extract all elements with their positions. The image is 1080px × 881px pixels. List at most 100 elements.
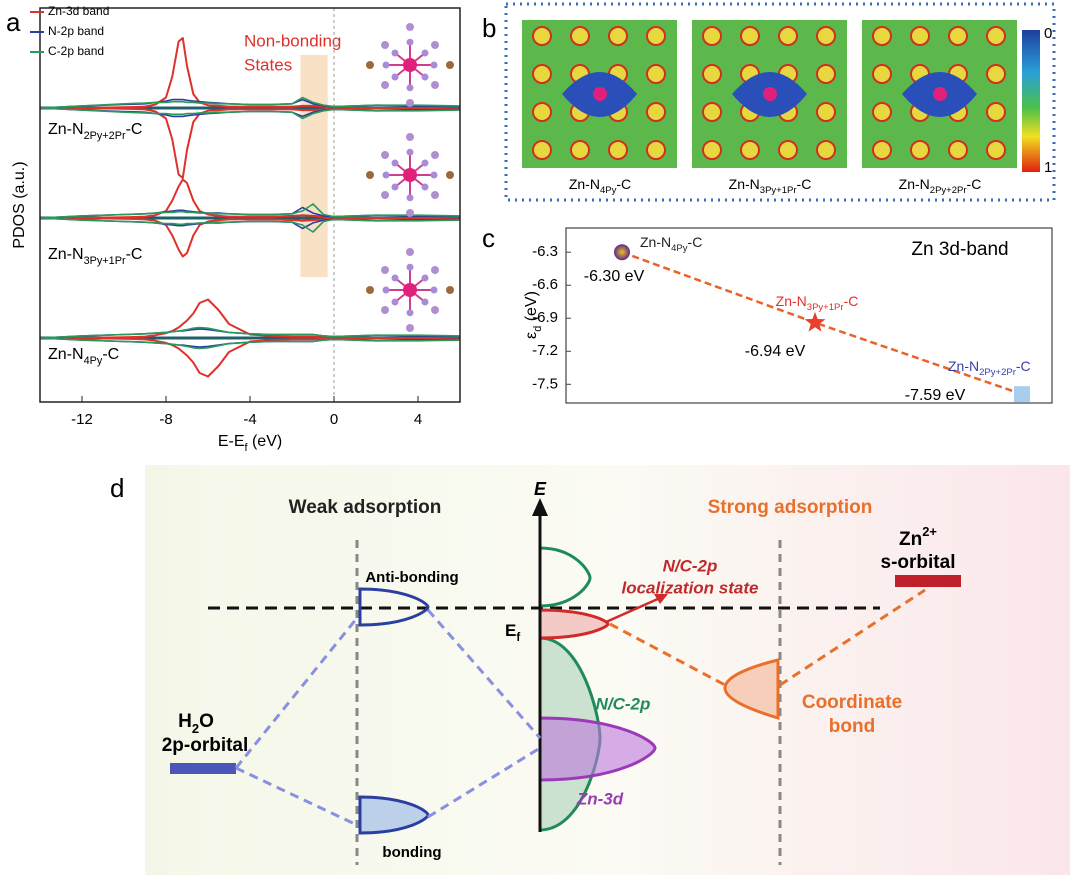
coordinate-label: Coordinate [802, 692, 902, 713]
atom [406, 324, 414, 332]
map-caption: Zn-N2Py+2Pr-C [899, 176, 982, 196]
atom [446, 171, 454, 179]
region-label: Weak adsorption [289, 497, 442, 518]
energy-label: E [534, 479, 547, 499]
pdos-curve [39, 217, 461, 233]
y-axis-label-part: d [532, 326, 544, 332]
connector [609, 622, 726, 687]
x-axis-label-part: f [244, 442, 248, 454]
elf-node [608, 140, 628, 160]
elf-node [778, 26, 798, 46]
y-tick-label: -7.2 [532, 342, 558, 359]
map-caption-part: Zn-N [569, 176, 600, 192]
y-axis-label-part: ε [523, 332, 540, 339]
atom [406, 209, 414, 217]
panel-name-part: -C [126, 121, 143, 138]
fermi-label: Ef [505, 621, 520, 644]
atom [421, 49, 429, 57]
atom [391, 274, 399, 282]
elf-node [702, 140, 722, 160]
atom [446, 286, 454, 294]
elf-node [948, 140, 968, 160]
elf-node [872, 26, 892, 46]
atom [366, 171, 374, 179]
y-axis-label: εd (eV) [523, 291, 544, 339]
panel-name-part: 3Py+1Pr [84, 255, 126, 267]
x-axis-label-part: E-E [218, 433, 245, 450]
atom [446, 61, 454, 69]
antibonding-orbital [358, 587, 430, 627]
elf-node [740, 140, 760, 160]
band-label: Zn-3d [576, 789, 624, 808]
elf-node [702, 64, 722, 84]
panel-name-part: -C [126, 246, 143, 263]
zn-label: Zn2+ [899, 524, 937, 550]
value-label: -7.59 eV [905, 387, 966, 404]
atom [406, 263, 414, 271]
atom [430, 171, 438, 179]
orbital-label: bonding [382, 844, 441, 861]
elf-node [816, 102, 836, 122]
category-label-part: Zn-N [948, 358, 979, 374]
atom [430, 286, 438, 294]
zn3d-band [538, 716, 657, 782]
atom [366, 61, 374, 69]
panel-name-part: Zn-N [48, 246, 84, 263]
panel-b-frame [504, 2, 1056, 202]
map-caption-part: Zn-N [729, 176, 760, 192]
legend-label: C-2p band [48, 44, 104, 58]
bonding-orbital [358, 795, 430, 835]
elf-node [740, 26, 760, 46]
elf-node [532, 64, 552, 84]
atom [381, 151, 389, 159]
atom [406, 309, 414, 317]
category-label-part: 3Py+1Pr [807, 302, 845, 313]
point [614, 244, 630, 261]
elf-node [646, 102, 666, 122]
atom [381, 266, 389, 274]
panel-name-part: Zn-N [48, 121, 84, 138]
atom [381, 41, 389, 49]
elf-node [948, 26, 968, 46]
atom [406, 148, 414, 156]
pointer-head [654, 594, 668, 604]
atom [391, 298, 399, 306]
elf-node [816, 64, 836, 84]
map-caption-part: Zn-N [899, 176, 930, 192]
y-tick-label: -6.3 [532, 243, 558, 260]
pdos-curve [40, 217, 460, 258]
elf-node [872, 64, 892, 84]
chart-title: Zn 3d-band [911, 239, 1008, 260]
panel-name-part: -C [102, 346, 119, 363]
coordinate-label: bond [829, 716, 875, 737]
h2o-level [170, 763, 236, 774]
atom [431, 266, 439, 274]
h2o-label-part: 2 [192, 721, 199, 736]
atom [421, 159, 429, 167]
map-caption-part: -C [967, 176, 982, 192]
fermi-label-part: f [516, 632, 520, 644]
molecule [366, 248, 454, 332]
molecule [366, 23, 454, 107]
connector [426, 609, 542, 739]
h2o-orbital: 2p-orbital [162, 735, 249, 756]
elf-node [816, 140, 836, 160]
elf-node [702, 102, 722, 122]
map-caption-part: -C [616, 176, 631, 192]
region-label: Strong adsorption [708, 497, 873, 518]
elf-node [910, 26, 930, 46]
atom [382, 286, 390, 294]
category-label-part: -C [688, 234, 703, 250]
map-caption: Zn-N3Py+1Pr-C [729, 176, 812, 196]
pdos-curve [40, 298, 460, 339]
panel-label: c [482, 223, 495, 253]
category-label: Zn-N2Py+2Pr-C [948, 358, 1031, 378]
y-axis-label-part: (eV) [523, 291, 540, 326]
category-label-part: Zn-N [640, 234, 671, 250]
atom [431, 191, 439, 199]
zn-label-part: 2+ [922, 524, 937, 539]
map-caption-part: 4Py [600, 185, 617, 196]
elf-node [646, 26, 666, 46]
atom [366, 286, 374, 294]
